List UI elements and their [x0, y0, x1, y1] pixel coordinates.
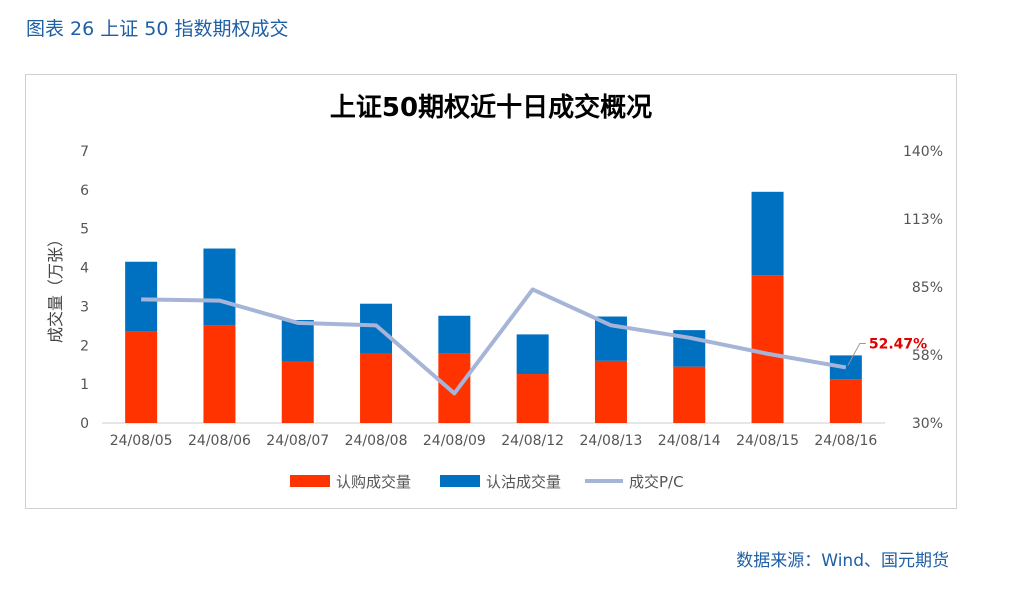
call-volume-bar [594, 360, 627, 423]
put-volume-bar [516, 334, 549, 375]
legend-put-swatch [440, 475, 480, 487]
pc-annotation-label: 52.47% [869, 336, 927, 352]
put-volume-bar [203, 248, 236, 326]
call-volume-bar [673, 366, 706, 423]
left-tick-label: 5 [80, 222, 89, 238]
x-tick-label: 24/08/13 [580, 433, 643, 449]
legend-call-swatch [290, 475, 330, 487]
x-tick-label: 24/08/12 [501, 433, 564, 449]
left-tick-label: 6 [80, 183, 89, 199]
left-tick-label: 2 [80, 338, 89, 354]
right-tick-label: 58% [912, 348, 943, 364]
put-volume-bar [281, 320, 314, 362]
call-volume-bar [751, 275, 784, 423]
options-volume-chart: 上证50期权近十日成交概况 成交量（万张） 0 1 2 3 4 5 6 7 30% 58% 85%… [46, 92, 943, 491]
left-axis-ticks: 0 1 2 3 4 5 6 7 [80, 144, 89, 432]
put-volume-bar [125, 261, 158, 332]
x-tick-label: 24/08/06 [188, 433, 251, 449]
left-tick-label: 7 [80, 144, 89, 160]
legend-call-label: 认购成交量 [336, 473, 411, 491]
annotation-leader [847, 342, 866, 366]
left-tick-label: 0 [80, 416, 89, 432]
right-tick-label: 85% [912, 280, 943, 296]
call-volume-bar [203, 325, 236, 423]
x-axis-ticks: 24/08/05 24/08/06 24/08/07 24/08/08 24/08/09… [110, 433, 878, 449]
call-volume-bar [438, 353, 471, 423]
source-note: 数据来源：Wind、国元期货 [736, 551, 949, 571]
legend-pc-label: 成交P/C [629, 473, 684, 491]
left-tick-label: 4 [80, 261, 89, 277]
right-tick-label: 113% [903, 212, 943, 228]
legend-put-label: 认沽成交量 [486, 473, 561, 491]
left-tick-label: 3 [80, 299, 89, 315]
right-tick-label: 140% [903, 144, 943, 160]
x-tick-label: 24/08/15 [736, 433, 799, 449]
call-volume-bar [360, 353, 393, 423]
call-volume-bar [516, 374, 549, 423]
call-volume-bar [281, 361, 314, 423]
call-volume-bar [829, 379, 862, 423]
right-tick-label: 30% [912, 416, 943, 432]
pc-ratio-line [141, 287, 847, 396]
chart-frame [25, 74, 957, 509]
x-tick-label: 24/08/08 [345, 433, 408, 449]
chart-title: 上证50期权近十日成交概况 [330, 92, 652, 123]
x-tick-label: 24/08/14 [658, 433, 721, 449]
put-volume-bar [438, 315, 471, 354]
legend: 认购成交量 认沽成交量 成交P/C [290, 473, 684, 491]
x-tick-label: 24/08/09 [423, 433, 486, 449]
x-tick-label: 24/08/07 [266, 433, 329, 449]
y-axis-label: 成交量（万张） [46, 231, 65, 343]
call-volume-bar [125, 331, 158, 423]
right-axis-ticks: 30% 58% 85% 113% 140% [903, 144, 943, 432]
bars [125, 191, 862, 423]
pc-line-layer [141, 287, 847, 396]
left-tick-label: 1 [80, 377, 89, 393]
put-volume-bar [751, 191, 784, 276]
x-tick-label: 24/08/05 [110, 433, 173, 449]
put-volume-bar [360, 303, 393, 354]
x-tick-label: 24/08/16 [814, 433, 877, 449]
figure-caption: 图表 26 上证 50 指数期权成交 [26, 18, 289, 40]
annotation-layer: 52.47% [847, 336, 927, 366]
